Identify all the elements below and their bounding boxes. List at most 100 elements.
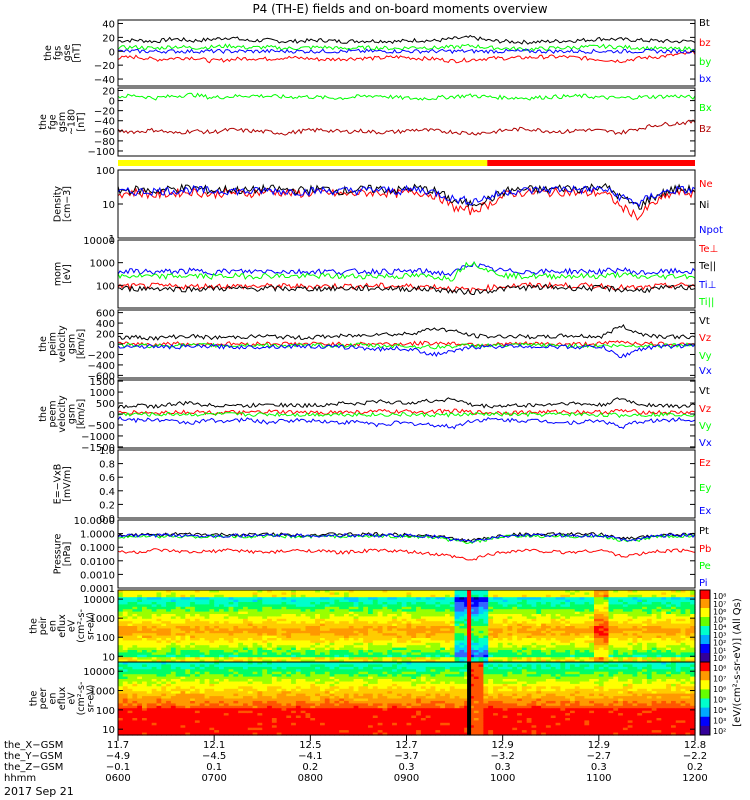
- heatmap-cell-peer: [185, 683, 191, 687]
- heatmap-cell-peir: [656, 623, 662, 627]
- heatmap-cell-peir: [175, 604, 182, 608]
- heatmap-cell-peir: [300, 630, 307, 634]
- heatmap-cell-peir: [632, 590, 638, 593]
- heatmap-cell-peir: [146, 594, 153, 598]
- heatmap-cell-peir: [132, 623, 138, 627]
- heatmap-cell-peer: [190, 691, 196, 695]
- heatmap-cell-peir: [267, 592, 273, 596]
- heatmap-cell-peir: [118, 614, 124, 617]
- heatmap-cell-peir: [637, 611, 643, 615]
- heatmap-cell-peer: [204, 713, 210, 717]
- heatmap-cell-peir: [507, 597, 513, 601]
- heatmap-cell-peir: [324, 657, 331, 661]
- heatmap-cell-peir: [469, 614, 475, 617]
- heatmap-cell-peir: [372, 642, 379, 646]
- heatmap-cell-peir: [300, 626, 307, 629]
- heatmap-cell-peir: [137, 652, 143, 656]
- heatmap-cell-peir: [122, 633, 129, 637]
- heatmap-cell-peer: [146, 720, 153, 724]
- heatmap-cell-peir: [281, 602, 287, 605]
- heatmap-cell-peir: [185, 657, 191, 661]
- heatmap-cell-peir: [156, 626, 162, 629]
- heatmap-cell-peir: [420, 602, 427, 605]
- heatmap-cell-peir: [300, 611, 307, 615]
- heatmap-cell-peir: [445, 611, 451, 615]
- heatmap-cell-peir: [175, 633, 182, 637]
- heatmap-cell-peer: [247, 708, 254, 712]
- heatmap-cell-peer: [146, 703, 153, 707]
- heatmap-cell-peir: [132, 599, 138, 603]
- heatmap-cell-peer: [161, 718, 167, 721]
- heatmap-cell-peir: [363, 650, 369, 653]
- heatmap-cell-peir: [541, 650, 547, 653]
- heatmap-cell-peir: [541, 642, 547, 646]
- heatmap-cell-peer: [161, 710, 167, 714]
- heatmap-cell-peer: [247, 669, 254, 673]
- heatmap-cell-peir: [675, 659, 682, 663]
- heatmap-cell-peir: [339, 635, 345, 639]
- heatmap-cell-peir: [180, 594, 186, 598]
- heatmap-cell-peir: [344, 626, 350, 629]
- heatmap-cell-peir: [339, 638, 345, 641]
- heatmap-cell-peir: [122, 640, 129, 644]
- heatmap-cell-peir: [223, 659, 230, 663]
- heatmap-cell-peir: [219, 599, 225, 603]
- legend-peem-Vz: Vz: [699, 404, 711, 415]
- heatmap-cell-peir: [416, 635, 422, 639]
- heatmap-cell-peer: [146, 676, 153, 680]
- heatmap-cell-peir: [671, 621, 677, 625]
- heatmap-cell-peir: [281, 645, 287, 649]
- heatmap-cell-peir: [517, 645, 523, 649]
- heatmap-cell-peir: [430, 640, 436, 644]
- heatmap-cell-peer: [161, 732, 167, 736]
- heatmap-cell-peir: [454, 626, 460, 629]
- heatmap-cell-peir: [295, 657, 302, 661]
- heatmap-cell-peir: [541, 590, 547, 593]
- heatmap-cell-peir: [363, 638, 369, 641]
- heatmap-cell-peir: [445, 635, 451, 639]
- heatmap-cell-peir: [521, 642, 528, 646]
- heatmap-cell-peer: [146, 666, 153, 670]
- heatmap-cell-peir: [223, 657, 230, 661]
- heatmap-cell-peir: [521, 657, 528, 661]
- heatmap-cell-peir: [565, 594, 571, 598]
- heatmap-cell-peir: [223, 645, 230, 649]
- heatmap-cell-peir: [151, 623, 158, 627]
- heatmap-cell-peir: [156, 594, 162, 598]
- heatmap-cell-peir: [161, 618, 167, 622]
- heatmap-cell-peir: [565, 592, 571, 596]
- heatmap-cell-peir: [175, 592, 182, 596]
- heatmap-cell-peir: [454, 614, 460, 617]
- heatmap-cell-peir: [223, 606, 230, 610]
- heatmap-cell-peer: [276, 686, 283, 690]
- heatmap-cell-peer: [127, 727, 133, 731]
- ylabel-line-mom-1: [eV]: [62, 264, 73, 284]
- heatmap-cell-peir: [541, 604, 547, 608]
- heatmap-cell-peer: [185, 715, 191, 719]
- ylabel-line-peem-4: [km/s]: [76, 399, 87, 429]
- heatmap-cell-peir: [464, 609, 470, 613]
- heatmap-cell-peer: [156, 681, 162, 685]
- heatmap-cell-peer: [190, 722, 196, 726]
- heatmap-cell-peir: [161, 640, 167, 644]
- heatmap-cell-peir: [512, 630, 518, 634]
- heatmap-cell-peer: [142, 725, 148, 729]
- ytick-label-efield-5: 0.0: [99, 514, 115, 525]
- heatmap-cell-peir: [589, 597, 595, 601]
- heatmap-cell-peir: [252, 640, 258, 644]
- heatmap-cell-peir: [637, 590, 643, 593]
- heatmap-cell-peir: [675, 611, 682, 615]
- heatmap-cell-peir: [137, 609, 143, 613]
- heatmap-cell-peir: [598, 630, 605, 634]
- heatmap-cell-peir: [488, 640, 494, 644]
- heatmap-cell-peir: [536, 621, 542, 625]
- heatmap-cell-peir: [574, 640, 581, 644]
- heatmap-cell-peir: [464, 623, 470, 627]
- heatmap-cell-peer: [156, 679, 162, 682]
- ytick-label-fge-6: −100: [88, 147, 115, 158]
- heatmap-cell-peir: [146, 611, 153, 615]
- heatmap-cell-peir: [411, 635, 417, 639]
- heatmap-cell-peer: [175, 698, 182, 702]
- heatmap-cell-peir: [531, 604, 537, 608]
- heatmap-cell-peir: [320, 599, 326, 603]
